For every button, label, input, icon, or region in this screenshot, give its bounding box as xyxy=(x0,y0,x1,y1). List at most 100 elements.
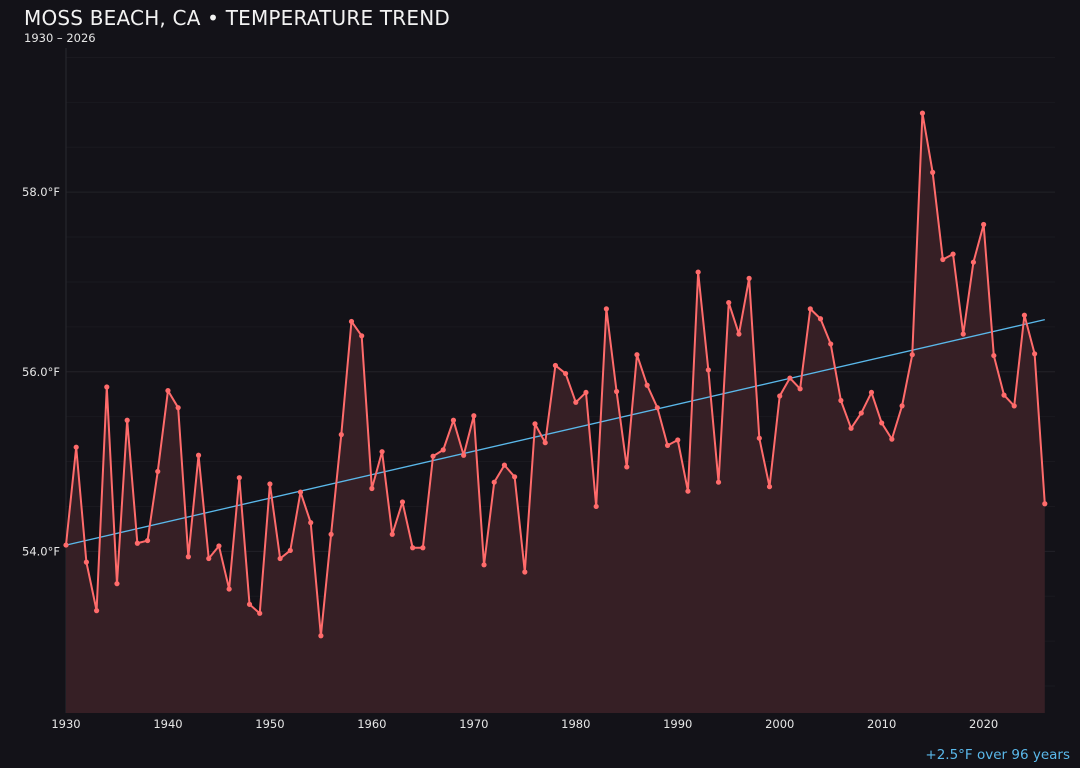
data-point xyxy=(889,436,895,442)
data-point xyxy=(277,555,283,562)
data-point xyxy=(960,331,966,337)
data-point xyxy=(287,547,293,554)
data-point xyxy=(185,554,191,560)
data-point xyxy=(552,362,559,369)
chart-subtitle: 1930 – 2026 xyxy=(24,31,96,45)
data-point xyxy=(787,375,793,381)
data-point xyxy=(501,462,508,468)
data-point xyxy=(1021,312,1028,318)
data-point xyxy=(593,503,599,510)
data-point xyxy=(124,417,130,423)
data-point xyxy=(1001,392,1007,398)
x-tick-label: 1990 xyxy=(663,717,692,731)
data-point xyxy=(338,432,344,438)
data-point xyxy=(195,452,202,458)
data-point xyxy=(664,442,671,448)
data-point xyxy=(399,499,406,505)
data-point xyxy=(634,352,640,358)
data-point xyxy=(726,300,732,306)
data-point xyxy=(675,437,681,443)
x-tick-label: 1940 xyxy=(153,717,182,731)
data-point xyxy=(83,559,89,565)
data-point xyxy=(573,399,579,405)
trend-annotation: +2.5°F over 96 years xyxy=(925,747,1070,763)
data-point xyxy=(73,444,79,450)
x-tick-label: 2020 xyxy=(969,717,998,731)
y-tick-label: 58.0°F xyxy=(22,185,60,199)
data-point xyxy=(930,169,936,175)
data-point xyxy=(236,475,242,481)
data-point xyxy=(695,269,701,275)
data-point xyxy=(389,531,395,537)
data-point xyxy=(624,464,630,470)
data-point xyxy=(348,318,355,325)
data-point xyxy=(991,352,997,359)
data-point xyxy=(1032,351,1038,357)
data-point xyxy=(359,333,365,339)
data-point xyxy=(736,331,742,337)
data-point xyxy=(246,601,253,607)
data-point xyxy=(858,410,864,416)
data-point xyxy=(777,393,783,399)
data-point xyxy=(746,275,752,281)
data-point xyxy=(807,306,813,312)
data-point xyxy=(379,449,385,455)
x-tick-label: 1960 xyxy=(357,717,386,731)
data-point xyxy=(685,488,691,494)
data-point xyxy=(114,581,120,587)
data-point xyxy=(450,417,457,423)
data-point xyxy=(1042,501,1048,507)
data-point xyxy=(267,481,273,487)
data-point xyxy=(899,403,905,409)
data-point xyxy=(328,531,334,537)
data-point xyxy=(562,370,569,377)
x-tick-label: 1950 xyxy=(255,717,284,731)
x-tick-label: 1970 xyxy=(459,717,488,731)
data-point xyxy=(817,316,824,322)
data-point xyxy=(613,388,620,395)
trend-line xyxy=(65,319,1045,546)
data-point xyxy=(216,543,222,549)
data-point xyxy=(297,489,304,495)
data-point xyxy=(134,540,140,546)
data-point xyxy=(644,382,650,388)
data-point xyxy=(797,386,803,392)
data-point xyxy=(308,520,314,526)
data-point xyxy=(828,341,834,347)
data-point xyxy=(1011,403,1017,409)
data-point xyxy=(491,479,497,485)
y-tick-label: 54.0°F xyxy=(22,544,60,558)
data-point xyxy=(512,474,518,480)
data-point xyxy=(848,425,854,431)
data-point xyxy=(165,388,171,394)
data-point xyxy=(175,405,181,411)
data-point xyxy=(318,633,324,639)
data-point xyxy=(430,453,436,459)
data-point xyxy=(206,555,212,562)
data-point xyxy=(766,484,773,490)
data-point xyxy=(715,479,722,485)
data-point xyxy=(461,452,467,458)
data-point xyxy=(940,256,946,263)
data-point xyxy=(104,384,110,390)
data-point xyxy=(481,562,487,568)
data-point xyxy=(93,608,100,614)
data-point xyxy=(257,610,263,616)
x-tick-label: 1980 xyxy=(561,717,590,731)
data-point xyxy=(879,420,885,426)
x-tick-label: 2010 xyxy=(867,717,896,731)
data-point xyxy=(603,306,609,312)
data-point xyxy=(909,352,915,358)
data-point xyxy=(440,447,446,453)
data-point xyxy=(654,405,660,411)
chart-title: MOSS BEACH, CA • TEMPERATURE TREND xyxy=(24,6,450,30)
data-point xyxy=(950,251,956,257)
data-point xyxy=(144,537,151,544)
data-point xyxy=(471,413,477,419)
data-point xyxy=(410,545,416,551)
data-point xyxy=(155,468,161,475)
data-point xyxy=(420,545,426,551)
x-tick-label: 1930 xyxy=(51,717,80,731)
x-tick-label: 2000 xyxy=(765,717,794,731)
